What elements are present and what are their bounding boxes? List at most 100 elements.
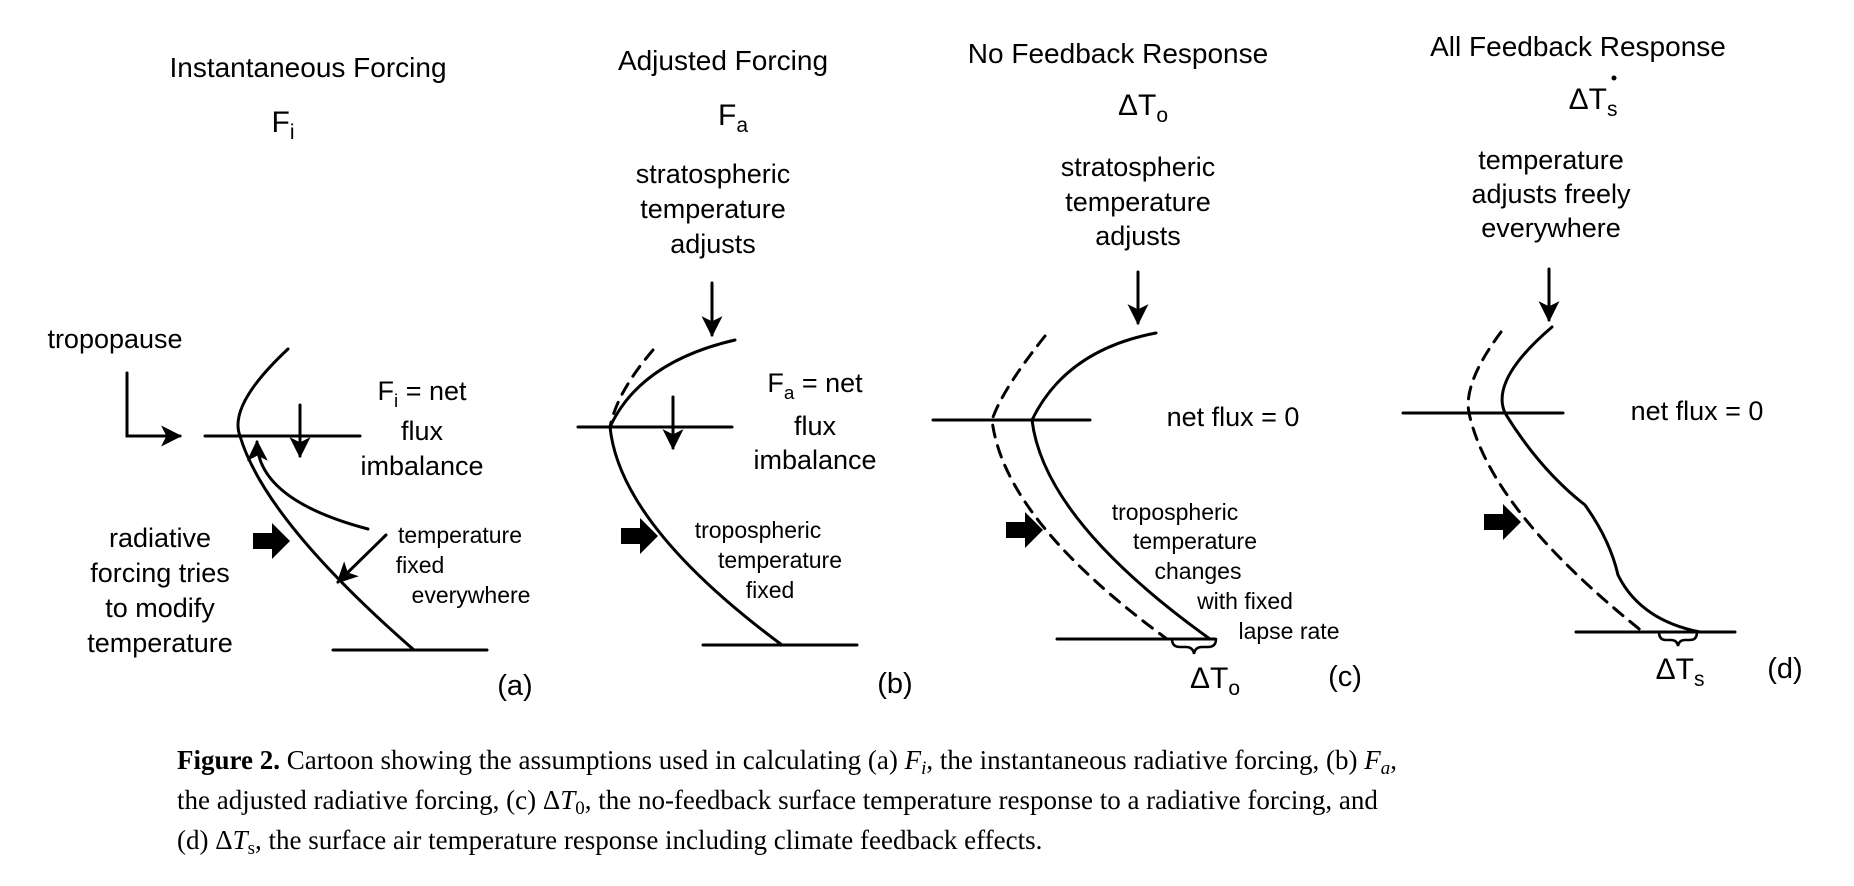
panel-b-fixed-label-line1: tropospheric [694,517,822,543]
panel-b-forcing-arrow [621,518,658,554]
panel-a-flux-symbol-sub: i [393,390,399,412]
panel-a-flux-label-rest: = net [398,376,467,406]
panel-c-change-label-line1: tropospheric [1111,499,1239,525]
panel-b-tag: (b) [877,668,913,700]
panel-b-flux-symbol-main: F [767,368,784,398]
panel-a-left-label-line4: temperature [87,628,233,658]
panel-a-fixed-label-line1: temperature [397,522,522,548]
panel-b-flux-label-line3: imbalance [753,445,877,475]
caption-fi-main: F [904,745,922,775]
panel-a-tag: (a) [497,670,533,702]
stray-dot [1611,75,1617,81]
panel-c-delta-brace [1170,637,1218,655]
panel-b-symbol-sub: a [736,114,748,138]
panel-a-symbol-sub: i [289,121,295,145]
panel-b-symbol-main: F [717,99,737,132]
caption-t0-main: T [560,785,576,815]
panel-a-flux-label-line3: imbalance [360,451,484,481]
panel-c-symbol-main: ΔT [1117,89,1157,122]
panel-d-symbol: ΔTs [1543,82,1643,121]
panel-d-adjusted-profile [1500,325,1702,634]
panel-d-art [1401,267,1737,647]
panel-c-change-label-line4: with fixed [1197,588,1293,614]
panel-b-flux-label-rest: = net [794,368,863,398]
panel-d-net-flux-label: net flux = 0 [1630,396,1764,426]
panel-a-left-label-line3: to modify [105,593,215,623]
panel-c-symbol: ΔTo [1093,88,1193,127]
panel-b-symbol: Fa [693,98,773,137]
panel-b-original-profile [608,348,655,429]
panel-c-change-label-line2: temperature [1132,528,1257,554]
panel-d-forcing-arrow [1484,504,1521,540]
panel-b-flux-symbol-sub: a [783,382,795,404]
panel-d-tag: (d) [1767,653,1803,685]
panel-c-tag: (c) [1328,661,1362,693]
panel-a-fixed-temperature-profile [246,439,370,531]
panel-c-original-profile [990,334,1169,641]
panel-a-forcing-arrow [253,523,290,559]
panel-a-left-label-line1: radiative [108,523,212,553]
panel-c-art [931,270,1218,655]
caption-line2-text-b: , the no-feedback surface temperature re… [584,785,1378,815]
panel-d-delta-label: ΔTs [1630,652,1730,691]
panel-a-symbol-main: F [271,106,290,139]
panel-b-adjust-label-line3: adjusts [670,229,756,259]
panel-c-adjust-label-line3: adjusts [1095,221,1181,251]
panel-d-symbol-sub: s [1606,98,1618,122]
caption-fi-sub: i [921,757,927,779]
panel-a-fixed-label-line3: everywhere [411,582,531,608]
panel-b-fixed-label-line3: fixed [745,577,795,603]
panel-d-adjust-label-line1: temperature [1478,145,1624,175]
panel-a-flux-label-line2: flux [400,416,444,446]
panel-b-fixed-label-line2: temperature [717,547,842,573]
panel-c-delta-sub: o [1228,677,1241,701]
diagram-line-art [125,75,1737,655]
panel-c-net-flux-label: net flux = 0 [1166,402,1300,432]
panel-a-tropopause-pointer [125,371,183,447]
caption-fa-sub: a [1380,757,1391,779]
panel-c-adjust-label-line2: temperature [1065,187,1211,217]
panel-b-adjust-label-line2: temperature [640,194,786,224]
panel-b-flux-label-line1: Fa = net [740,366,890,404]
panel-a-art [125,347,489,652]
panel-a-left-label-line2: forcing tries [90,558,230,588]
panel-d-delta-main: ΔT [1655,653,1694,686]
caption-fa-main: F [1364,745,1381,775]
panel-b-title: Adjusted Forcing [617,45,829,76]
panel-c-delta-main: ΔT [1189,662,1229,695]
panel-d-delta-brace [1657,630,1699,647]
panel-a-fixed-pointer [336,533,388,584]
panel-a-flux-label-line1: Fi = net [352,374,492,412]
figure-caption: Figure 2. Cartoon showing the assumption… [177,742,1677,862]
panel-a-symbol: Fi [243,105,323,144]
panel-b-flux-label-line2: flux [793,411,837,441]
panel-c-adjusted-profile [1030,331,1212,641]
panel-a-fixed-label-line2: fixed [395,552,445,578]
panel-d-original-profile [1466,330,1645,634]
panel-c-adjust-label-line1: stratospheric [1060,152,1216,182]
caption-figure-label: Figure 2. [177,745,280,775]
panel-d-title: All Feedback Response [1430,31,1726,62]
panel-d-adjust-label-line2: adjusts freely [1471,179,1631,209]
panel-c-change-label-line5: lapse rate [1238,618,1340,644]
caption-line2-text-a: the adjusted radiative forcing, (c) Δ [177,785,561,815]
panel-a-flux-symbol-main: F [377,376,394,406]
caption-ts-main: T [232,825,248,855]
panel-a-title: Instantaneous Forcing [169,52,447,83]
panel-c-delta-label: ΔTo [1165,661,1265,700]
caption-line-1: Figure 2. Cartoon showing the assumption… [177,742,1677,782]
caption-line-3: (d) ΔTs, the surface air temperature res… [177,822,1677,862]
panel-c-symbol-sub: o [1156,104,1169,128]
panel-b-adjust-label-line1: stratospheric [635,159,791,189]
panel-a-tropopause-label: tropopause [47,324,183,354]
panel-b-art [576,281,859,647]
caption-line1-text-b: , the instantaneous radiative forcing, (… [926,745,1365,775]
caption-line1-text-a: Cartoon showing the assumptions used in … [280,745,905,775]
panel-c-forcing-arrow [1006,512,1043,548]
caption-t0-sub: 0 [575,797,585,819]
panel-b-adjusted-profile [608,338,784,647]
panel-d-delta-sub: s [1693,668,1705,692]
caption-line1-text-c: , [1390,745,1397,775]
caption-line3-text-a: (d) Δ [177,825,233,855]
